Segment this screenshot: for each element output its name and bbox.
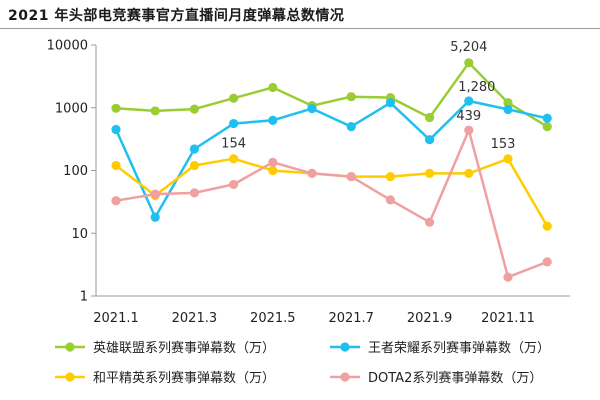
data-label: 154 [221,137,246,152]
legend-swatch-marker [65,342,75,352]
series-4-point [111,196,121,206]
series-4-point [150,189,160,199]
series-3-point [503,154,513,164]
series-4-point [189,188,199,198]
y-tick-label: 10000 [47,39,88,54]
series-2-point [229,118,239,129]
series-line-2 [114,99,548,219]
series-line-1 [115,61,548,128]
series-2-point [268,115,278,125]
series-3-point [464,168,474,178]
series-3-point [425,168,435,178]
series-4-point [385,195,395,205]
legend-label: 和平精英系列赛事弹幕数（万） [93,370,275,386]
data-label: 439 [456,109,481,124]
data-label: 153 [491,137,516,152]
chart-title: 2021 年头部电竞赛事官方直播间月度弹幕总数情况 [8,8,345,24]
series-3-point [111,160,121,171]
y-tick-label: 1000 [55,101,88,116]
y-tick-label: 1 [80,290,88,305]
data-label: 5,204 [450,40,487,55]
series-2-point [346,122,356,132]
legend-swatch-marker [340,372,350,382]
title-divider [0,28,600,29]
x-tick-label: 2021.1 [93,311,139,326]
series-2-point [307,103,317,114]
series-1-point [425,112,435,123]
series-3-point [189,160,199,171]
series-1-point [503,98,513,108]
series-1-point [150,106,160,116]
series-1-point [268,82,278,93]
series-2-point [150,212,160,222]
y-axis: 1 10 100 1000 10000 [47,39,97,305]
legend: 英雄联盟系列赛事弹幕数（万） 王者荣耀系列赛事弹幕数（万） 和平精英系列赛事弹幕数（… [55,340,550,386]
data-labels: 5,204 1,280 154 153 439 [221,40,515,152]
series-1-point [111,103,121,113]
x-axis: 2021.1 2021.3 2021.5 2021.7 2021.9 2021.11 [93,295,570,326]
series-2-point [425,135,435,145]
series-4-point [425,217,435,227]
series-4-point [346,171,356,182]
series-1-point [464,58,474,68]
series-2-point [542,113,552,123]
series-3-point [542,221,552,231]
series-4-point [464,125,474,135]
series-line-4 [115,128,548,279]
series-3-point [385,171,395,182]
series-1-point [229,93,239,103]
series-1-point [189,104,199,114]
series-2-point [385,98,395,108]
x-tick-label: 2021.3 [172,311,218,326]
legend-swatch-marker [65,372,75,382]
series-2-point [111,124,121,135]
series-layer [111,58,552,282]
series-1-point [542,122,552,132]
x-tick-label: 2021.9 [407,311,453,326]
legend-label: DOTA2系列赛事弹幕数（万） [368,370,542,386]
x-tick-label: 2021.11 [481,311,535,326]
series-4-point [268,157,278,167]
series-4-point [307,168,317,178]
data-label: 1,280 [458,80,495,95]
series-2-point [503,104,513,115]
series-3-point [268,165,278,176]
legend-swatch-marker [340,342,350,352]
series-4-point [503,272,513,282]
series-4-point [542,257,552,267]
y-tick-label: 100 [63,164,88,179]
x-tick-label: 2021.5 [250,311,296,326]
legend-label: 王者荣耀系列赛事弹幕数（万） [368,340,550,356]
y-tick-label: 10 [71,227,88,242]
series-4-point [229,179,239,190]
series-1-point [346,92,356,102]
series-3-point [229,154,239,164]
series-2-point [464,96,474,106]
legend-label: 英雄联盟系列赛事弹幕数（万） [93,340,275,356]
x-tick-label: 2021.7 [328,311,374,326]
series-2-point [189,144,199,154]
